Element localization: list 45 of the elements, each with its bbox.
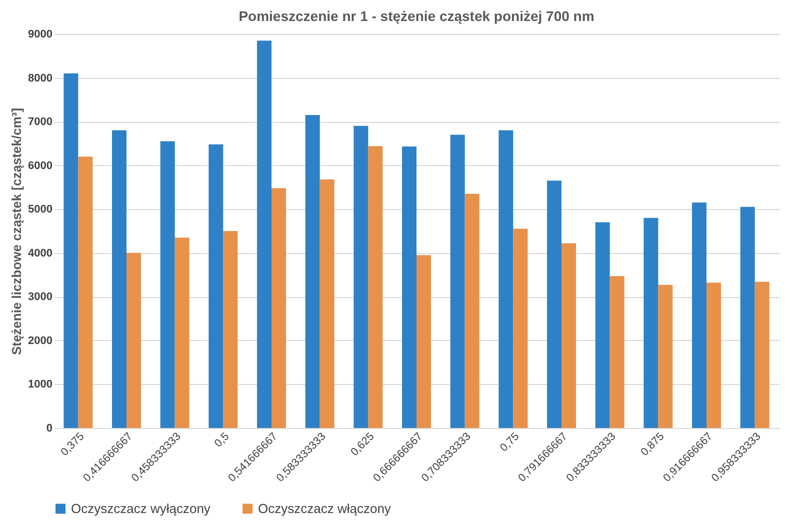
legend-label: Oczyszczacz włączony xyxy=(258,500,392,516)
chart-title: Pomieszczenie nr 1 - stężenie cząstek poniżej 700 nm xyxy=(238,8,594,24)
bar xyxy=(320,179,334,428)
bar xyxy=(64,73,78,428)
bar xyxy=(305,114,320,428)
bar xyxy=(610,276,624,428)
bar xyxy=(595,222,610,428)
bar xyxy=(644,218,658,428)
y-tick-label: 7000 xyxy=(28,116,52,128)
bar xyxy=(513,228,528,428)
y-tick-label: 4000 xyxy=(28,247,52,260)
y-tick-label: 9000 xyxy=(28,28,52,40)
y-tick-label: 1000 xyxy=(28,378,52,391)
bar xyxy=(692,202,706,428)
y-tick-label: 5000 xyxy=(28,204,52,216)
bar xyxy=(160,141,175,428)
bar xyxy=(498,130,514,428)
bar xyxy=(112,130,126,428)
bar xyxy=(464,194,480,428)
legend-label: Oczyszczacz wyłączony xyxy=(71,500,211,516)
bar xyxy=(416,255,431,428)
y-tick-label: 3000 xyxy=(28,291,52,304)
x-tick-label: 0,5 xyxy=(212,430,232,450)
bar xyxy=(257,40,272,428)
bar xyxy=(78,156,93,428)
bar xyxy=(272,188,286,428)
bar xyxy=(208,144,224,428)
bar xyxy=(740,206,755,428)
bar xyxy=(368,146,383,428)
bar xyxy=(354,126,368,428)
bar xyxy=(223,231,238,428)
y-axis-title: Stężenie liczbowe cząstek [cząstek/cm³] xyxy=(9,108,24,356)
bar xyxy=(450,134,465,428)
y-tick-label: 8000 xyxy=(28,72,52,84)
bar xyxy=(126,252,141,428)
bar xyxy=(706,282,721,428)
bar xyxy=(402,146,416,428)
bar xyxy=(562,243,576,428)
bar xyxy=(174,238,190,428)
bar xyxy=(547,180,562,428)
y-tick-label: 6000 xyxy=(28,160,52,172)
y-tick-label: 0 xyxy=(46,422,52,434)
bar xyxy=(754,282,770,428)
bar xyxy=(658,284,673,428)
y-tick-label: 2000 xyxy=(28,334,52,347)
